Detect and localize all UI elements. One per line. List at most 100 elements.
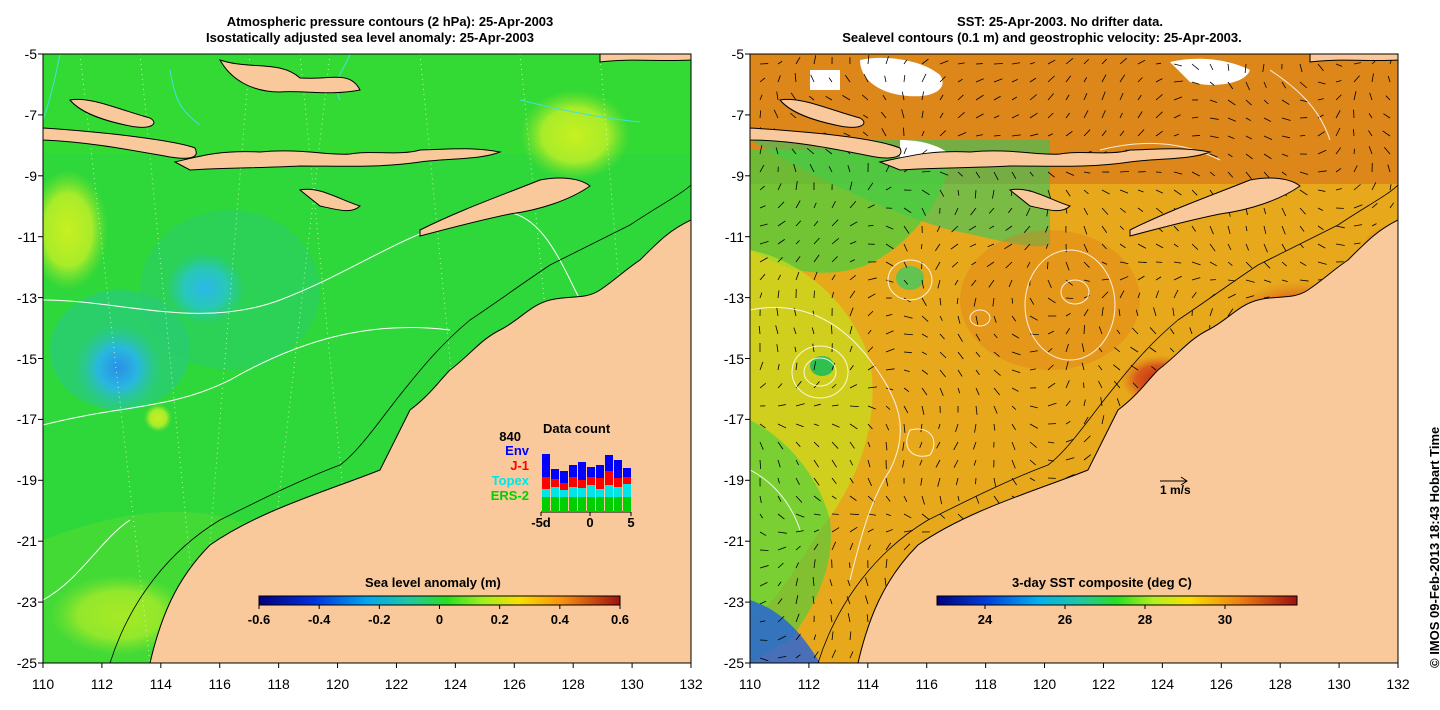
left-title-line2: Isostatically adjusted sea level anomaly… [205,30,535,45]
left-lat-tick-label: -7 [24,106,37,123]
right-lat-tick-label: -17 [723,411,744,428]
left-lat-tick-label: -9 [24,167,37,184]
data-count-bar-segment [542,489,550,497]
sst-land [750,54,1398,663]
velocity-scale-arrow [1160,476,1188,486]
data-count-bar-segment [569,497,577,512]
right-lat-tick-label: -19 [723,472,744,489]
data-count-bar-segment [596,489,604,497]
right-lat-tick-label: -25 [723,655,744,671]
left-lat-tick-label: -23 [16,594,37,611]
data-count-bar-segment [551,497,559,512]
data-count-bar-segment [587,467,595,477]
data-count-bar-segment [560,490,568,497]
data-count-chart [540,454,632,516]
data-count-bar-segment [623,484,631,497]
data-count-bar-segment [578,480,586,488]
sst-colorbar-tick-label: 28 [1137,612,1153,627]
left-title-line1: Atmospheric pressure contours (2 hPa): 2… [226,14,554,29]
left-lat-tick-label: -11 [17,228,37,245]
left-lon-tick-label: 122 [384,676,409,692]
left-lon-tick-label: 118 [267,676,290,692]
sla-colorbar-tick-label: 0 [435,612,444,627]
right-lon-tick-label: 112 [797,676,821,692]
sst-colorbar-tick-label: 26 [1057,612,1073,627]
sla-high-west [43,170,108,290]
data-count-bar-segment [614,460,622,478]
left-lat-tick-label: -5 [24,46,37,62]
left-lat-tick-label: -13 [16,289,37,306]
credit-text: © IMOS 09-Feb-2013 18:43 Hobart Time [1427,426,1440,668]
right-lon-tick-label: 126 [1209,676,1233,692]
data-count-mission-j-1: J-1 [510,458,529,473]
right-lat-tick-label: -7 [731,106,744,123]
data-count-bar-segment [587,477,595,485]
left-lon-tick-label: 132 [679,676,703,692]
data-count-axis-label: 0 [586,515,594,530]
right-lon-tick-label: 120 [1032,676,1057,692]
right-lon-tick-label: 130 [1327,676,1351,692]
right-lon-tick-label: 110 [738,676,762,692]
sla-low-eddy-south [73,323,163,413]
sst-colorbar-tick-label: 30 [1217,612,1233,627]
data-count-bar-segment [623,497,631,512]
right-lon-tick-label: 114 [856,676,879,692]
sla-high-northeast [520,90,630,180]
left-lon-tick-label: 128 [561,676,585,692]
data-count-bar-segment [578,462,586,480]
data-count-bar-segment [623,468,631,477]
data-count-bar-segment [605,455,613,471]
data-count-bar-segment [587,497,595,512]
data-count-bar-segment [560,471,568,483]
data-count-bar-segment [560,483,568,490]
data-count-bar-segment [560,497,568,512]
sla-land [43,54,691,663]
sla-colorbar [258,595,621,606]
sla-colorbar-tick-label: 0.6 [610,612,630,627]
left-lon-tick-label: 120 [325,676,350,692]
data-count-bar-segment [596,478,604,489]
data-count-mission-topex: Topex [491,473,529,488]
data-count-bar-segment [596,465,604,478]
right-lon-tick-label: 132 [1386,676,1410,692]
right-lon-tick-label: 122 [1091,676,1116,692]
right-lat-tick-label: -13 [723,289,744,306]
right-lat-tick-label: -9 [731,167,744,184]
left-lon-tick-label: 110 [31,676,55,692]
right-title-line1: SST: 25-Apr-2003. No drifter data. [957,14,1163,29]
right-lat-tick-label: -5 [731,46,744,62]
sla-map [43,54,691,663]
data-count-bar-segment [614,478,622,487]
left-lat-tick-label: -17 [16,411,37,428]
sst-colorbar-title: 3-day SST composite (deg C) [1012,575,1192,590]
left-lat-tick-label: -21 [16,533,37,550]
data-count-bar-segment [614,487,622,497]
right-lon-tick-label: 118 [974,676,997,692]
data-count-bar-segment [542,454,550,477]
left-lon-tick-label: 116 [208,676,231,692]
data-count-axis-label: 5 [627,515,635,530]
right-lon-tick-label: 128 [1268,676,1292,692]
left-lat-tick-label: -19 [16,472,37,489]
right-lon-tick-label: 124 [1150,676,1175,692]
data-count-axis-label: -5d [531,515,551,530]
left-lon-tick-label: 126 [502,676,526,692]
data-count-bar-segment [596,497,604,512]
data-count-mission-env: Env [505,443,529,458]
data-count-bar-segment [614,497,622,512]
data-count-bar-segment [551,479,559,487]
data-count-mission-ers-2: ERS-2 [490,488,529,503]
data-count-bar-segment [569,465,577,477]
data-count-bar-segment [542,497,550,512]
left-lon-tick-label: 124 [443,676,468,692]
right-lat-tick-label: -15 [723,350,744,367]
data-count-title: Data count [543,421,611,436]
left-lat-tick-label: -25 [16,655,37,671]
data-count-bar-segment [578,488,586,497]
left-lon-tick-label: 114 [149,676,172,692]
sla-colorbar-tick-label: -0.2 [368,612,391,627]
data-count-bar-segment [605,485,613,497]
sla-colorbar-tick-label: -0.6 [247,612,271,627]
sst-map [750,54,1398,663]
